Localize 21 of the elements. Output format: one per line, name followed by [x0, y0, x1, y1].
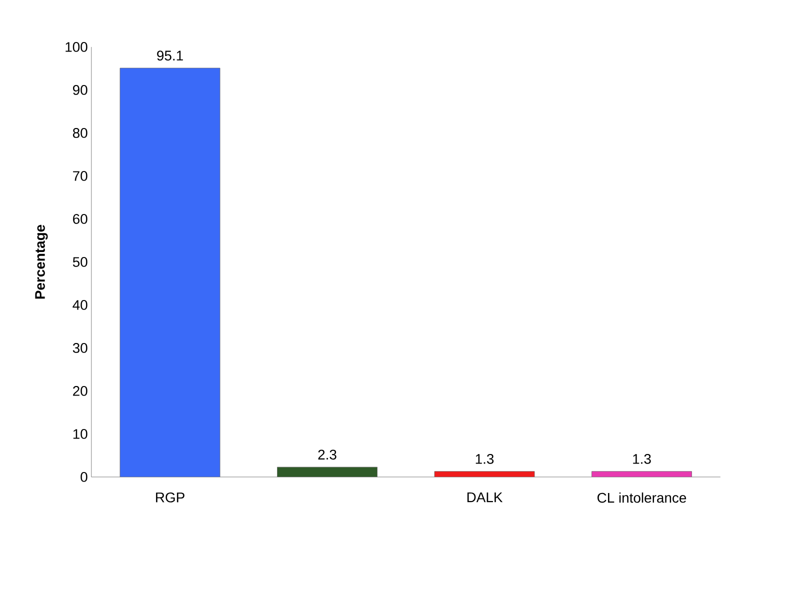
y-tick-label: 20 — [73, 386, 88, 396]
bar — [434, 471, 535, 477]
y-tick-label: 0 — [80, 472, 88, 482]
y-tick-label: 50 — [72, 257, 88, 267]
y-tick-label: 80 — [72, 128, 88, 138]
bar — [592, 471, 692, 477]
x-tick-label: DALK — [467, 492, 503, 502]
data-label: 1.3 — [476, 454, 494, 464]
y-tick-label: 90 — [73, 85, 88, 95]
y-axis-title: Percentage — [35, 224, 48, 299]
data-label: 2.3 — [318, 450, 336, 460]
y-tick-label: 40 — [72, 300, 88, 310]
y-tick-label: 70 — [73, 171, 88, 181]
data-label: 95.1 — [157, 50, 183, 61]
x-tick-label: CL intolerance — [597, 492, 686, 503]
data-label: 1.3 — [633, 454, 651, 464]
y-tick-label: 10 — [73, 429, 88, 439]
y-tick-label: 100 — [66, 42, 88, 52]
y-tick-label: 30 — [72, 343, 88, 353]
y-tick-label: 60 — [73, 214, 88, 224]
x-tick-label: RGP — [156, 492, 184, 502]
